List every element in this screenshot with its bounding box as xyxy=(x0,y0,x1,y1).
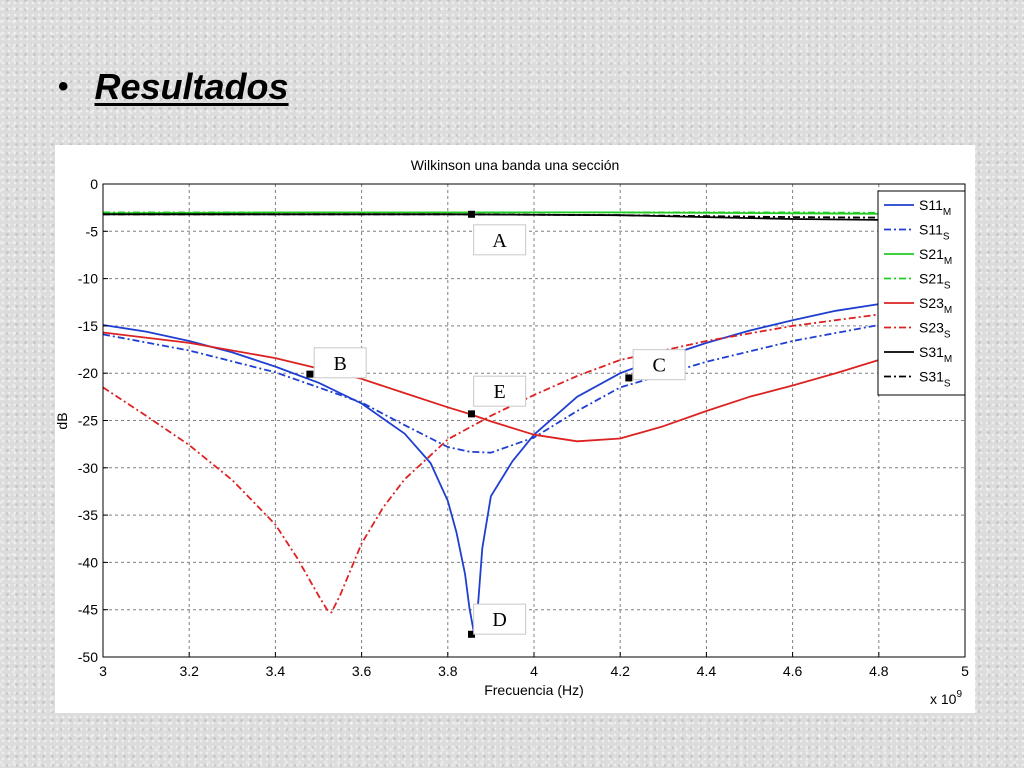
bullet-point: • xyxy=(58,70,69,103)
x-tick-label: 4.6 xyxy=(783,663,803,679)
legend-subscript: M xyxy=(944,305,952,316)
legend-label-s11-m: S11M xyxy=(919,197,951,218)
series-s31-s-line xyxy=(103,213,966,219)
x-tick-label: 4.4 xyxy=(697,663,717,679)
x-multiplier-label: x 109 xyxy=(930,689,962,707)
slide-title: Resultados xyxy=(94,66,289,107)
y-tick-label: -25 xyxy=(78,413,98,429)
x-multiplier-exponent: 9 xyxy=(956,689,962,700)
y-axis-title: dB xyxy=(55,412,70,429)
y-tick-label: -35 xyxy=(78,507,98,523)
chart-figure: 3 3.2 3.4 3.6 3.8 4 4.2 4.4 4.6 4.8 5 0 -5 -10 -15 -20 -… xyxy=(55,145,975,713)
annotation-marker-e xyxy=(468,410,476,418)
annotation-box-e xyxy=(473,375,527,407)
y-tick-label: -30 xyxy=(78,460,98,476)
x-tick-label: 3 xyxy=(99,663,107,679)
legend-name: S21 xyxy=(919,246,944,262)
y-tick-label: -40 xyxy=(78,554,98,570)
legend-subscript: S xyxy=(944,281,951,292)
legend-name: S31 xyxy=(919,369,944,385)
x-tick-label: 5 xyxy=(961,663,969,679)
annotation-box-d xyxy=(473,603,527,635)
legend-name: S11 xyxy=(919,197,943,213)
legend-label-s21-m: S21M xyxy=(919,246,952,267)
legend-name: S23 xyxy=(919,295,944,311)
legend-name: S23 xyxy=(919,320,944,336)
x-tick-label: 3.2 xyxy=(179,663,199,679)
legend-box xyxy=(877,190,966,396)
legend-name: S21 xyxy=(919,271,944,287)
y-tick-label: -45 xyxy=(78,602,98,618)
annotation-marker-c xyxy=(625,374,633,382)
legend-label-s23-m: S23M xyxy=(919,295,952,316)
y-tick-label: -5 xyxy=(86,223,99,239)
legend-name: S31 xyxy=(919,344,944,360)
chart-title: Wilkinson una banda una sección xyxy=(411,157,620,173)
legend-subscript: S xyxy=(944,330,951,341)
series-s11-s-line xyxy=(102,314,966,454)
annotation-box-b xyxy=(313,347,367,379)
y-tick-label: -15 xyxy=(78,318,98,334)
annotation-label-d: D xyxy=(492,609,506,631)
legend-label-s31-m: S31M xyxy=(919,344,952,365)
slide-heading: • Resultados xyxy=(58,66,289,108)
annotation-marker-b xyxy=(306,370,314,378)
legend-subscript: M xyxy=(943,207,951,218)
x-multiplier-base: x 10 xyxy=(930,691,957,707)
legend-label-s31-s: S31S xyxy=(919,369,951,390)
series-s21-s-line xyxy=(103,211,966,215)
legend-subscript: S xyxy=(943,232,950,243)
annotation-label-a: A xyxy=(492,230,507,252)
y-tick-label: -50 xyxy=(78,649,98,665)
x-tick-label: 4.2 xyxy=(610,663,630,679)
plot-frame xyxy=(102,183,966,658)
annotation-marker-d xyxy=(468,630,476,638)
legend-name: S11 xyxy=(919,222,943,238)
legend-label-s11-s: S11S xyxy=(919,222,950,243)
annotation-box-c xyxy=(632,349,686,381)
x-tick-label: 4 xyxy=(530,663,538,679)
annotation-box-a xyxy=(473,224,527,256)
legend-subscript: S xyxy=(944,379,951,390)
series-s23-m-line xyxy=(102,331,966,443)
legend-subscript: M xyxy=(944,256,952,267)
x-axis-title: Frecuencia (Hz) xyxy=(484,682,584,698)
annotation-marker-a xyxy=(468,210,476,218)
annotation-label-b: B xyxy=(334,353,347,375)
chart-tick-labels: 3 3.2 3.4 3.6 3.8 4 4.2 4.4 4.6 4.8 5 0 -5 -10 -15 -20 -… xyxy=(78,176,969,679)
annotation-label-c: C xyxy=(652,355,665,377)
chart-axes xyxy=(102,183,966,658)
x-tick-label: 3.4 xyxy=(266,663,286,679)
y-tick-label: -10 xyxy=(78,271,98,287)
chart-annotations: A B C E D xyxy=(306,210,686,638)
annotation-label-e: E xyxy=(494,381,506,403)
legend-subscript: M xyxy=(944,354,952,365)
y-tick-label: 0 xyxy=(90,176,98,192)
y-tick-label: -20 xyxy=(78,365,98,381)
legend-label-s21-s: S21S xyxy=(919,271,951,292)
chart-grid xyxy=(102,183,966,658)
chart-svg: 3 3.2 3.4 3.6 3.8 4 4.2 4.4 4.6 4.8 5 0 -5 -10 -15 -20 -… xyxy=(55,157,969,707)
legend-label-s23-s: S23S xyxy=(919,320,951,341)
x-tick-label: 3.8 xyxy=(438,663,458,679)
x-tick-label: 3.6 xyxy=(352,663,372,679)
x-tick-label: 4.8 xyxy=(869,663,889,679)
